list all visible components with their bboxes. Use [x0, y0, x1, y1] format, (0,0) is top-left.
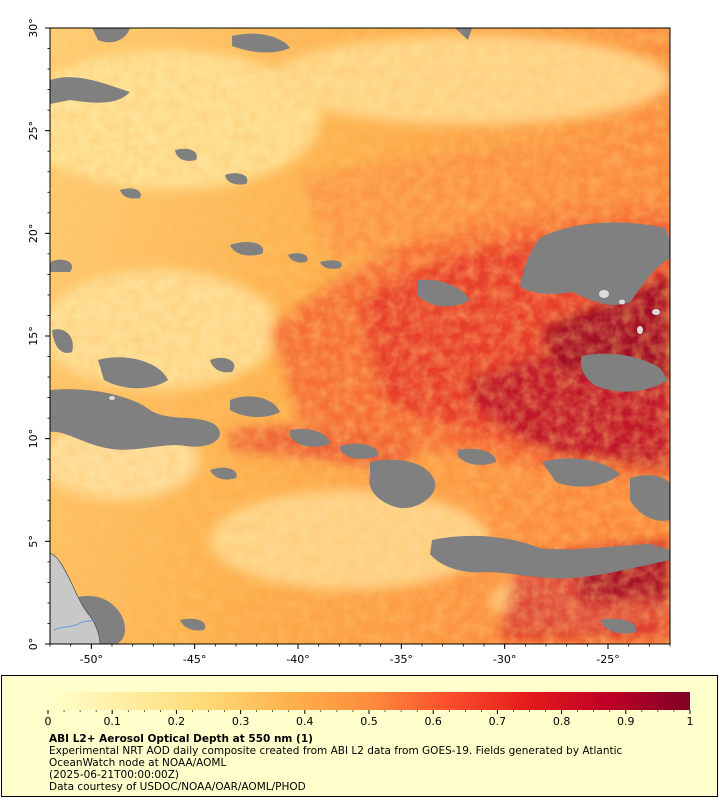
- colorbar-tick-label: 0: [45, 715, 52, 728]
- legend-title: ABI L2+ Aerosol Optical Depth at 550 nm …: [49, 733, 313, 745]
- aod-speckle-texture: [50, 28, 670, 644]
- colorbar-tick-label: 0.2: [168, 715, 186, 728]
- lat-tick-label: 20°: [27, 224, 40, 244]
- legend-description: Experimental NRT AOD daily composite cre…: [49, 745, 623, 769]
- latitude-axis: 0° 5° 10° 15° 20° 25° 30°: [27, 18, 50, 650]
- colorbar-tick-label: 0.3: [232, 715, 250, 728]
- aod-field: [50, 28, 670, 644]
- colorbar-tick-label: 0.4: [296, 715, 314, 728]
- colorbar: 0 0.1 0.2 0.3 0.4 0.5 0.6 0.7 0.8 0.9 1: [45, 692, 694, 728]
- lon-tick-label: -35°: [390, 653, 413, 666]
- lat-tick-label: 25°: [27, 121, 40, 141]
- legend-panel: 0 0.1 0.2 0.3 0.4 0.5 0.6 0.7 0.8 0.9 1 ABI L2+ Ae…: [1, 675, 718, 797]
- lat-tick-label: 10°: [27, 429, 40, 449]
- cloud-specks: [109, 290, 660, 400]
- lat-tick-label: 30°: [27, 18, 40, 38]
- colorbar-gradient: [48, 692, 690, 710]
- colorbar-tick-label: 0.5: [360, 715, 378, 728]
- colorbar-tick-label: 0.9: [617, 715, 635, 728]
- legend-timestamp: (2025-06-21T00:00:00Z): [49, 769, 179, 781]
- lon-tick-label: -40°: [286, 653, 309, 666]
- lat-tick-label: 0°: [27, 638, 40, 651]
- land-south-america: [50, 552, 101, 644]
- colorbar-tick-label: 0.1: [103, 715, 121, 728]
- colorbar-ticks: 0 0.1 0.2 0.3 0.4 0.5 0.6 0.7 0.8 0.9 1: [45, 710, 694, 728]
- colorbar-tick-label: 0.8: [553, 715, 571, 728]
- colorbar-tick-label: 0.6: [424, 715, 442, 728]
- no-data-regions: [50, 28, 670, 644]
- lon-tick-label: -25°: [596, 653, 619, 666]
- lat-tick-label: 15°: [27, 326, 40, 346]
- river-line: [53, 619, 95, 631]
- lat-tick-label: 5°: [27, 535, 40, 548]
- legend-credit: Data courtesy of USDOC/NOAA/OAR/AOML/PHO…: [49, 781, 306, 793]
- colorbar-tick-label: 1: [687, 715, 694, 728]
- colorbar-tick-label: 0.7: [489, 715, 507, 728]
- aod-map: -50° -45° -40° -35° -30° -25° 0° 5° 10° 15° 20° 25…: [27, 18, 671, 666]
- longitude-axis: -50° -45° -40° -35° -30° -25°: [49, 644, 671, 666]
- lon-tick-label: -50°: [80, 653, 103, 666]
- lon-tick-label: -30°: [493, 653, 516, 666]
- lon-tick-label: -45°: [183, 653, 206, 666]
